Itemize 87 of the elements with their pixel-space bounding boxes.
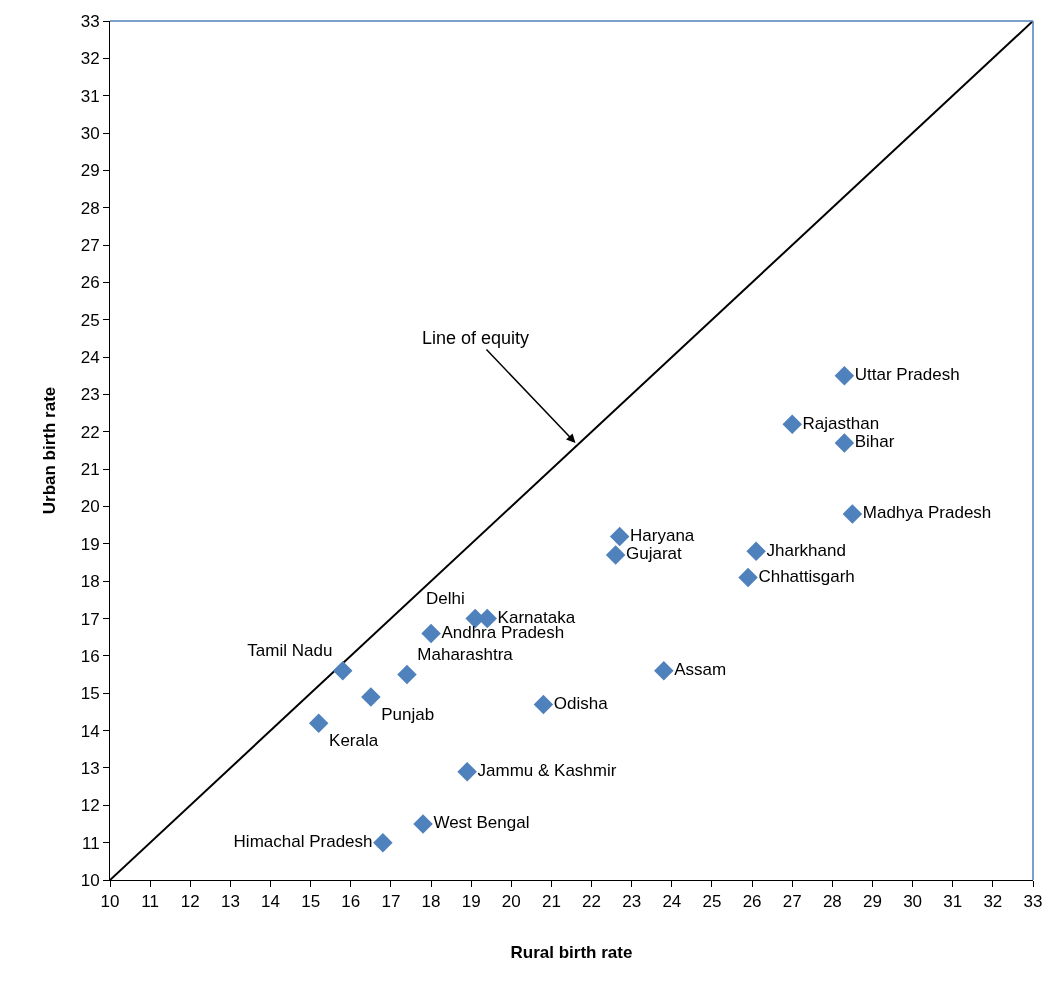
x-tick-label: 31 bbox=[943, 892, 963, 912]
y-tick-label: 10 bbox=[80, 870, 100, 890]
x-axis-title: Rural birth rate bbox=[510, 942, 633, 962]
point bbox=[605, 545, 626, 565]
y-tick-label: 22 bbox=[80, 422, 100, 442]
y-tick-label: 23 bbox=[80, 385, 100, 405]
y-tick-label: 31 bbox=[80, 86, 100, 106]
series-label: Delhi bbox=[426, 588, 465, 608]
series-label: Haryana bbox=[630, 525, 695, 545]
point bbox=[834, 433, 855, 453]
y-tick-label: 11 bbox=[81, 833, 100, 853]
y-tick-label: 12 bbox=[80, 796, 100, 816]
point bbox=[361, 687, 381, 707]
x-tick-label: 17 bbox=[381, 892, 401, 912]
y-tick-label: 21 bbox=[80, 460, 100, 480]
point bbox=[834, 366, 855, 386]
x-tick-label: 15 bbox=[301, 892, 321, 912]
x-tick-label: 23 bbox=[622, 892, 642, 912]
y-tick-label: 27 bbox=[80, 236, 100, 256]
point bbox=[609, 526, 630, 547]
x-tick-label: 32 bbox=[983, 892, 1003, 912]
point bbox=[397, 664, 417, 685]
x-tick-label: 11 bbox=[141, 892, 159, 912]
point bbox=[746, 541, 766, 562]
x-tick-label: 25 bbox=[702, 892, 722, 912]
x-tick-label: 14 bbox=[261, 892, 280, 912]
x-tick-label: 12 bbox=[180, 892, 200, 912]
x-tick-label: 33 bbox=[1023, 892, 1043, 912]
series-label: Jammu & Kashmir bbox=[477, 760, 617, 780]
x-tick-label: 30 bbox=[903, 892, 923, 912]
x-tick-label: 10 bbox=[100, 892, 120, 912]
point bbox=[782, 414, 802, 435]
series-label: Himachal Pradesh bbox=[233, 831, 373, 851]
point bbox=[738, 567, 758, 588]
series-label: Jharkhand bbox=[766, 540, 846, 560]
y-tick-label: 15 bbox=[80, 684, 100, 704]
y-tick-label: 28 bbox=[80, 198, 100, 218]
x-tick-label: 28 bbox=[822, 892, 842, 912]
x-tick-label: 19 bbox=[461, 892, 481, 912]
y-axis-title: Urban birth rate bbox=[40, 386, 60, 515]
y-tick-label: 17 bbox=[80, 609, 100, 629]
x-tick-label: 16 bbox=[341, 892, 361, 912]
point bbox=[654, 661, 674, 681]
y-tick-label: 16 bbox=[80, 646, 100, 666]
series-label: Maharashtra bbox=[417, 644, 514, 664]
y-tick-label: 18 bbox=[80, 572, 100, 592]
x-tick-label: 21 bbox=[541, 892, 561, 912]
x-tick-label: 27 bbox=[782, 892, 802, 912]
point bbox=[842, 504, 863, 524]
x-tick-label: 20 bbox=[501, 892, 521, 912]
y-tick-label: 32 bbox=[80, 49, 100, 69]
series-label: Gujarat bbox=[626, 544, 683, 564]
x-tick-label: 18 bbox=[421, 892, 441, 912]
series-label: Rajasthan bbox=[802, 413, 880, 433]
y-tick-label: 30 bbox=[80, 123, 100, 143]
y-tick-label: 20 bbox=[80, 497, 100, 517]
x-tick-label: 13 bbox=[220, 892, 240, 912]
y-tick-label: 29 bbox=[80, 161, 100, 181]
y-tick-label: 33 bbox=[80, 11, 100, 31]
point bbox=[421, 623, 441, 644]
series-label: Madhya Pradesh bbox=[862, 503, 992, 523]
point bbox=[373, 832, 393, 853]
y-tick-label: 13 bbox=[80, 758, 100, 778]
x-tick-label: 24 bbox=[662, 892, 682, 912]
series-label: Bihar bbox=[854, 432, 895, 452]
point bbox=[457, 761, 477, 782]
y-tick-label: 25 bbox=[80, 310, 100, 330]
series-label: Uttar Pradesh bbox=[854, 365, 960, 385]
point bbox=[308, 713, 329, 733]
point bbox=[413, 814, 433, 834]
series-label: Tamil Nadu bbox=[247, 641, 333, 661]
y-tick-label: 24 bbox=[80, 348, 100, 368]
series-label: Kerala bbox=[329, 731, 379, 751]
annotation: Line of equity bbox=[422, 328, 530, 348]
series-label: Assam bbox=[674, 660, 727, 680]
point bbox=[533, 694, 554, 715]
series-label: West Bengal bbox=[433, 813, 530, 833]
point bbox=[333, 661, 353, 681]
y-tick-label: 26 bbox=[80, 273, 100, 293]
y-tick-label: 14 bbox=[80, 721, 100, 741]
x-tick-label: 29 bbox=[863, 892, 882, 912]
y-tick-label: 19 bbox=[80, 534, 100, 554]
series-label: Chhattisgarh bbox=[758, 566, 855, 586]
x-tick-label: 26 bbox=[742, 892, 762, 912]
series-label: Odisha bbox=[553, 693, 609, 713]
x-tick-label: 22 bbox=[582, 892, 602, 912]
series-label: Punjab bbox=[381, 705, 435, 725]
